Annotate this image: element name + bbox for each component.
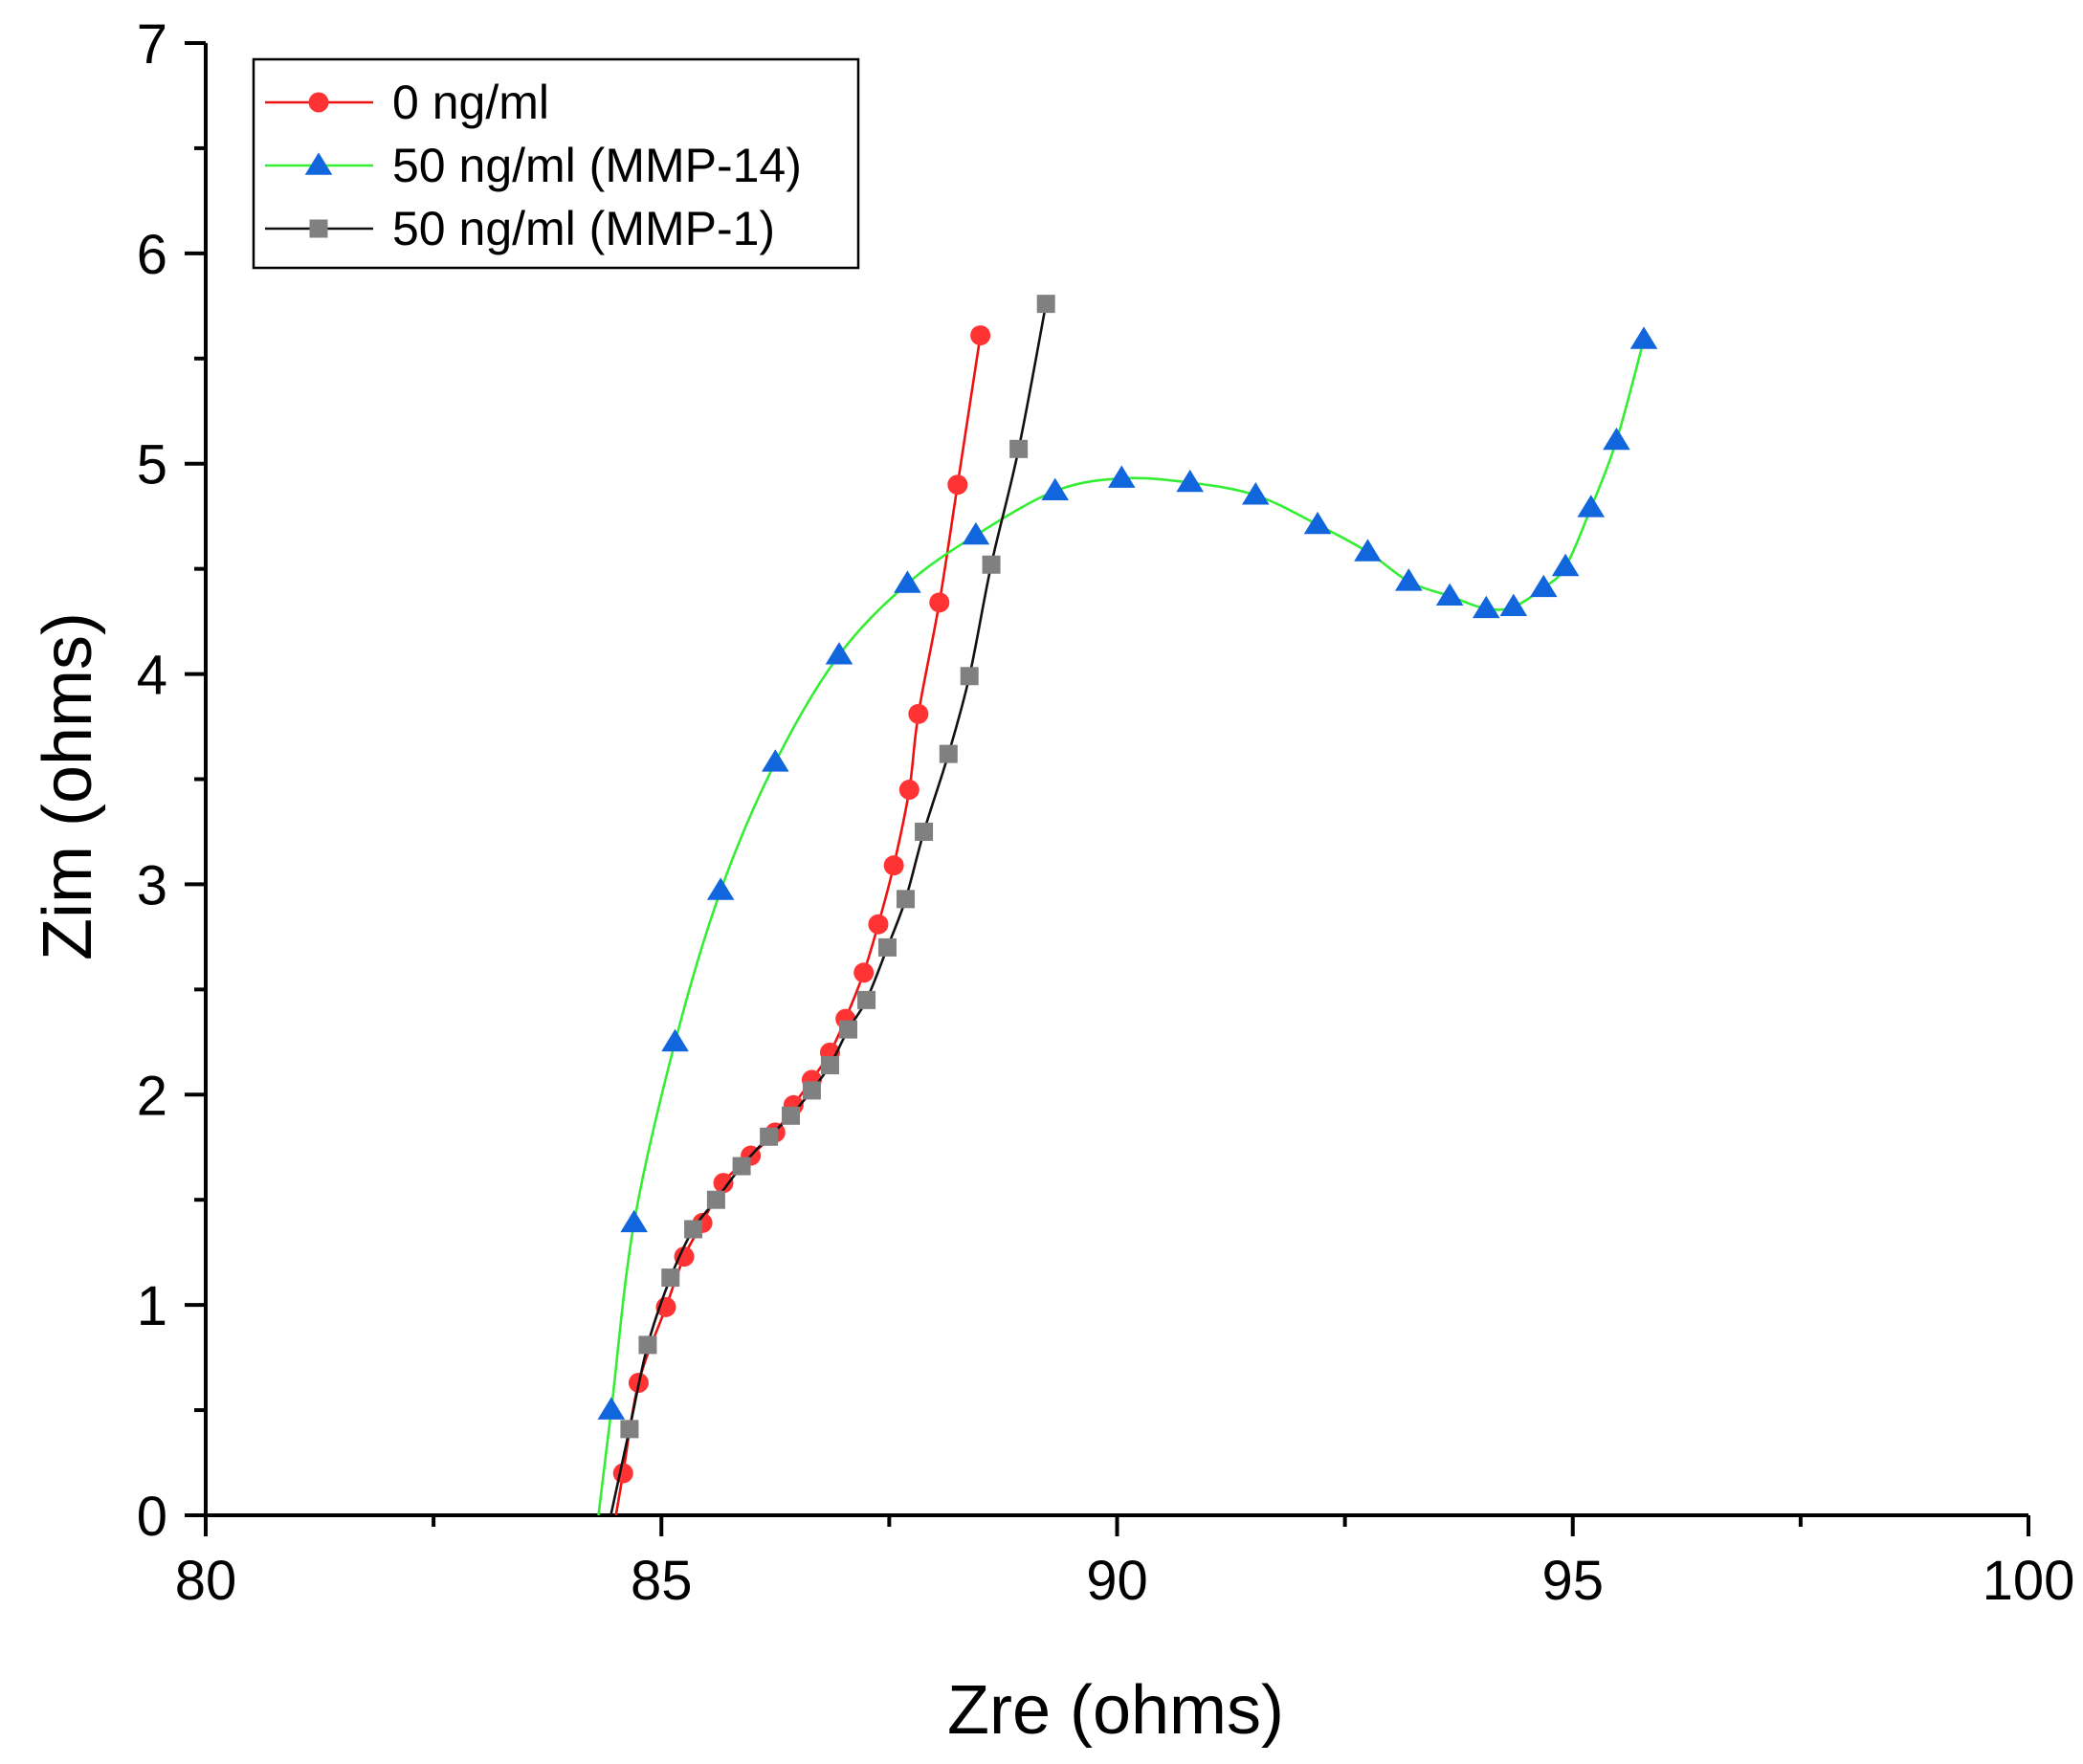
data-point-0ng: [868, 914, 889, 935]
data-point-0ng: [883, 855, 904, 876]
axes-layer: 80 85 90 95 100 0 1 2 3 4 5 6 7: [137, 13, 2075, 1612]
x-tick-label: 85: [631, 1550, 693, 1612]
y-tick-label: 0: [137, 1486, 167, 1548]
data-point-0ng: [713, 1173, 734, 1194]
legend: 0 ng/ml 50 ng/ml (MMP-14) 50 ng/ml (MMP-1): [252, 57, 860, 270]
data-point-mmp14: [1472, 595, 1500, 619]
data-point-mmp1: [802, 1081, 821, 1100]
legend-marker-mmp14: [304, 152, 333, 175]
data-point-mmp1: [661, 1268, 680, 1288]
data-point-0ng: [947, 474, 968, 496]
data-point-mmp14: [1435, 583, 1464, 606]
data-point-mmp14: [1577, 495, 1606, 518]
data-point-mmp14: [1107, 465, 1136, 488]
data-point-mmp14: [762, 749, 789, 772]
data-point-mmp14: [894, 570, 921, 593]
series-line-mmp1: [609, 303, 1048, 1516]
data-point-0ng: [908, 703, 929, 724]
data-point-mmp14: [706, 877, 735, 900]
data-point-0ng: [898, 779, 920, 800]
y-tick-label: 5: [137, 434, 167, 496]
data-point-mmp1: [1036, 295, 1055, 314]
data-point-0ng: [853, 962, 875, 983]
data-point-mmp14: [597, 1397, 626, 1420]
series-line-mmp14: [597, 339, 1646, 1516]
data-point-mmp1: [706, 1190, 725, 1209]
data-point-mmp14: [1603, 427, 1630, 451]
series-mmp14: [597, 326, 1658, 1516]
x-tick-label: 100: [1983, 1550, 2075, 1612]
legend-marker-mmp1: [309, 219, 328, 238]
data-point-mmp14: [1551, 553, 1580, 577]
x-tick-label: 80: [175, 1550, 237, 1612]
data-point-0ng: [929, 592, 950, 613]
data-point-mmp14: [1303, 511, 1332, 535]
data-point-mmp14: [1499, 593, 1528, 616]
data-point-mmp14: [1041, 477, 1070, 501]
data-point-mmp1: [897, 890, 916, 909]
data-point-mmp1: [820, 1056, 839, 1075]
data-point-mmp1: [915, 822, 934, 841]
data-point-mmp1: [732, 1157, 751, 1176]
x-tick-label: 90: [1086, 1550, 1148, 1612]
data-point-mmp1: [857, 990, 876, 1009]
data-point-mmp1: [782, 1106, 801, 1125]
series-layer: [597, 295, 1658, 1516]
y-tick-label: 2: [137, 1065, 167, 1127]
data-point-mmp14: [1395, 568, 1423, 591]
series-0ng: [612, 325, 991, 1516]
data-point-mmp14: [1176, 469, 1204, 493]
x-tick-label: 95: [1541, 1550, 1604, 1612]
legend-marker-0ng: [308, 92, 329, 113]
data-point-mmp1: [1009, 439, 1029, 458]
legend-label-mmp14: 50 ng/ml (MMP-14): [392, 139, 802, 192]
data-point-mmp14: [1629, 326, 1658, 349]
legend-label-mmp1: 50 ng/ml (MMP-1): [392, 202, 775, 255]
y-tick-label: 4: [137, 645, 167, 707]
data-point-0ng: [674, 1246, 695, 1268]
data-point-mmp1: [960, 667, 979, 686]
data-point-mmp14: [1354, 539, 1382, 562]
data-point-mmp1: [684, 1220, 703, 1239]
data-point-mmp14: [661, 1028, 689, 1052]
y-tick-label: 1: [137, 1275, 167, 1337]
series-line-0ng: [614, 335, 982, 1516]
data-point-mmp14: [962, 521, 990, 545]
data-point-mmp14: [1529, 574, 1558, 598]
data-point-0ng: [612, 1463, 633, 1484]
y-axis-title: Zim (ohms): [30, 612, 106, 960]
data-point-mmp1: [877, 937, 897, 957]
series-mmp1: [609, 295, 1055, 1516]
data-point-mmp14: [620, 1209, 648, 1233]
legend-box: [252, 57, 860, 270]
x-axis-title: Zre (ohms): [947, 1672, 1284, 1749]
y-tick-label: 7: [137, 13, 167, 76]
data-point-mmp1: [760, 1127, 779, 1146]
data-point-mmp14: [1241, 482, 1270, 505]
data-point-mmp1: [638, 1335, 657, 1355]
data-point-mmp1: [939, 744, 958, 763]
y-tick-label: 6: [137, 224, 167, 286]
legend-label-0ng: 0 ng/ml: [392, 76, 549, 129]
data-point-mmp14: [825, 642, 853, 665]
data-point-mmp1: [982, 555, 1001, 574]
data-point-0ng: [970, 325, 991, 346]
data-point-mmp1: [839, 1020, 858, 1039]
data-point-mmp1: [620, 1420, 639, 1439]
y-tick-label: 3: [137, 854, 167, 916]
